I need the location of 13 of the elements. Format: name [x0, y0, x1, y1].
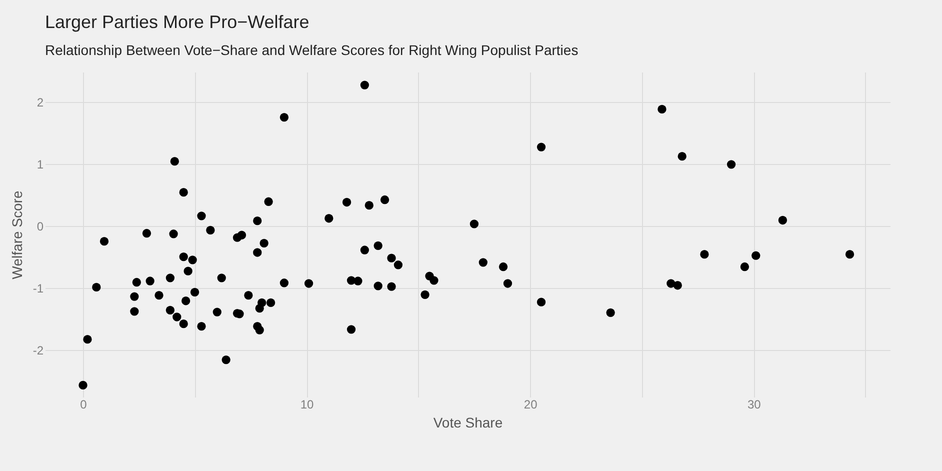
y-tick-label: -1: [32, 281, 44, 296]
y-tick-label: 0: [36, 219, 44, 234]
y-tick-label: -2: [32, 343, 44, 358]
x-tick-label: 30: [747, 398, 762, 412]
x-tick-label: 0: [80, 398, 88, 412]
y-axis-title: Welfare Score: [8, 190, 25, 280]
x-tick-label: 20: [524, 398, 538, 412]
x-tick-label: 10: [300, 398, 314, 412]
chart-title: Larger Parties More Pro−Welfare: [45, 12, 310, 32]
x-axis-title: Vote Share: [433, 414, 503, 430]
chart-subtitle: Relationship Between Vote−Share and Welfare Scores for Right Wing Populist Parties: [45, 42, 578, 58]
y-tick-label: 2: [36, 95, 44, 110]
y-tick-label: 1: [36, 157, 44, 172]
